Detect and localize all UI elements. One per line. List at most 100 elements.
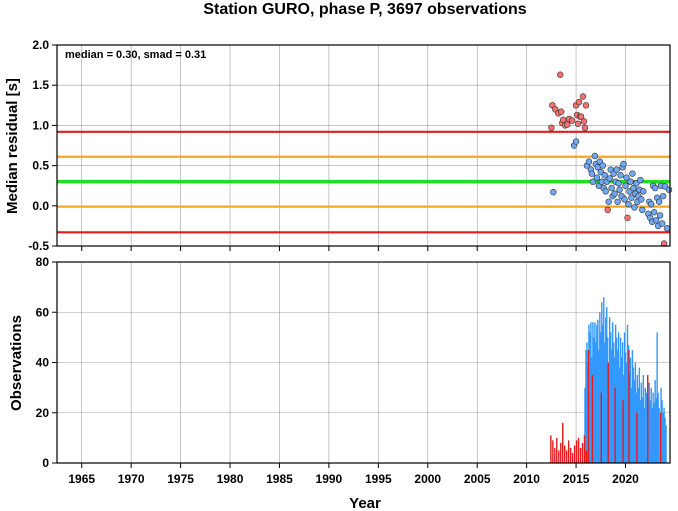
bottom-x-tick-label: 2005 — [464, 472, 491, 486]
observation-bar — [591, 375, 594, 463]
observation-bar — [585, 349, 587, 463]
observation-bar — [628, 349, 630, 463]
residual-point — [624, 214, 631, 222]
observation-bar — [641, 397, 644, 463]
observation-bar — [606, 307, 608, 463]
observation-bar — [598, 349, 600, 463]
residual-point — [638, 196, 645, 203]
observation-bar — [656, 332, 658, 463]
bottom-y-tick-label: 0 — [42, 456, 49, 470]
residual-point — [622, 182, 629, 189]
observation-bar — [579, 447, 582, 463]
observation-bar — [647, 375, 649, 463]
observation-bar — [657, 392, 659, 463]
residual-point — [637, 176, 644, 184]
observation-bar — [571, 452, 574, 463]
residual-point — [581, 124, 589, 132]
observation-bar — [652, 392, 654, 463]
observation-bar — [593, 337, 595, 463]
observation-bar — [562, 422, 564, 463]
residual-point — [652, 217, 660, 224]
observation-bar — [610, 349, 613, 463]
bottom-x-tick-label: 1990 — [316, 472, 343, 486]
residual-point — [548, 124, 555, 132]
bottom-x-tick-label: 1995 — [365, 472, 392, 486]
observation-bar — [602, 324, 604, 463]
observation-bar — [629, 357, 632, 463]
bottom-x-tick-label: 2015 — [563, 472, 590, 486]
residual-point — [575, 98, 583, 106]
residual-point — [659, 192, 667, 200]
observation-bar — [573, 445, 576, 463]
observation-bar — [607, 362, 609, 463]
top-y-tick-label: 1.0 — [32, 118, 49, 132]
observation-bar — [567, 440, 570, 463]
residual-point — [593, 174, 601, 181]
residual-point — [606, 175, 613, 182]
observation-bar — [601, 302, 603, 463]
top-y-tick-label: 2.0 — [32, 38, 49, 52]
top-y-axis-label: Median residual [s] — [4, 78, 21, 214]
observation-bar — [609, 332, 612, 463]
residual-point — [627, 178, 634, 185]
residual-point — [579, 93, 587, 100]
bottom-x-tick-label: 2010 — [513, 472, 540, 486]
observation-bar — [554, 447, 556, 463]
bottom-y-axis-label: Observations — [8, 315, 25, 411]
observation-bar — [556, 437, 558, 463]
observation-bar — [658, 407, 660, 463]
bottom-x-tick-label: 1980 — [217, 472, 244, 486]
residual-point — [651, 184, 659, 192]
residual-point — [656, 212, 664, 219]
residual-point — [608, 184, 615, 192]
observation-bar — [631, 349, 634, 463]
residual-point — [625, 200, 632, 208]
residual-point — [605, 198, 612, 205]
observation-bar — [584, 387, 586, 463]
top-y-tick-label: 1.5 — [32, 78, 49, 92]
residual-point — [550, 188, 557, 196]
chart-title: Station GURO, phase P, 3697 observations — [203, 1, 526, 18]
residual-point — [658, 220, 666, 227]
observation-bar — [651, 407, 653, 463]
observation-bar — [625, 362, 628, 463]
observation-bar — [634, 362, 637, 463]
bottom-x-tick-label: 1975 — [167, 472, 194, 486]
residual-point — [617, 172, 624, 179]
observation-bar — [585, 450, 588, 463]
residual-point — [650, 209, 658, 216]
residual-point — [631, 204, 638, 211]
observation-bar — [626, 324, 629, 463]
observation-bar — [599, 312, 601, 463]
bottom-x-axis-label: Year — [349, 495, 381, 511]
observation-bar — [638, 367, 641, 463]
observation-bar — [622, 400, 624, 463]
observation-bar — [618, 367, 621, 463]
residual-point — [663, 225, 671, 232]
top-panel-frame — [56, 44, 671, 247]
residual-point — [623, 174, 630, 181]
top-panel: -0.5 0.0 0.5 1.0 1.5 2.0 median = 0.30, smad … — [4, 38, 673, 253]
observation-bar — [650, 387, 652, 463]
observation-bar — [600, 392, 602, 463]
residual-point — [602, 188, 609, 195]
observation-bar — [594, 322, 596, 463]
observation-bar — [558, 450, 560, 463]
observation-bar — [654, 380, 656, 463]
observation-bar — [575, 440, 578, 463]
observation-bar — [662, 412, 664, 463]
observation-bar — [611, 322, 614, 463]
bottom-x-tick-label: 2000 — [414, 472, 441, 486]
observation-bar — [587, 349, 590, 463]
top-y-tick-label: 0.5 — [32, 159, 49, 173]
observation-bar — [615, 337, 618, 463]
observation-bar — [639, 400, 642, 463]
residual-point — [585, 158, 593, 165]
observation-bar — [550, 435, 552, 463]
residual-point — [574, 120, 582, 127]
observation-bar — [605, 317, 607, 463]
observation-bar — [632, 367, 635, 463]
observation-bar — [595, 342, 597, 463]
observation-bar — [583, 435, 586, 463]
